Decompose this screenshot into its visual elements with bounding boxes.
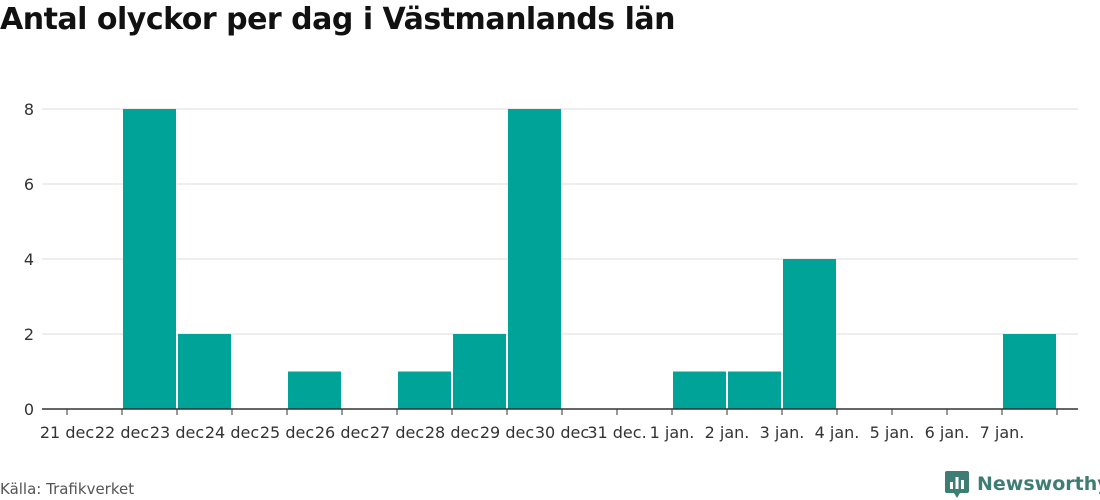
- y-tick-label: 0: [24, 400, 34, 419]
- newsworthy-bar-chart-icon: [945, 471, 969, 498]
- bar: [288, 371, 341, 409]
- y-tick-label: 8: [24, 100, 34, 119]
- x-tick-label: 24 dec: [205, 423, 259, 442]
- x-tick-label: 21 dec: [40, 423, 94, 442]
- y-tick-label: 4: [24, 250, 34, 269]
- x-tick-label: 23 dec: [150, 423, 204, 442]
- x-tick-label: 7 jan.: [980, 423, 1025, 442]
- chart-title: Antal olyckor per dag i Västmanlands län: [0, 2, 675, 37]
- x-tick-label: 26 dec: [315, 423, 369, 442]
- bar: [508, 109, 561, 409]
- brand-logo: Newsworthy: [944, 469, 1100, 499]
- x-tick-label: 6 jan.: [925, 423, 970, 442]
- x-tick-label: 1 jan.: [650, 423, 695, 442]
- x-tick-label: 25 dec: [260, 423, 314, 442]
- x-tick-label: 29 dec: [480, 423, 534, 442]
- x-tick-label: 3 jan.: [760, 423, 805, 442]
- bar: [453, 334, 506, 409]
- bar: [178, 334, 231, 409]
- bars: [123, 109, 1056, 409]
- x-tick-label: 5 jan.: [870, 423, 915, 442]
- axis-labels: 0 2 4 6 8 21 dec 22 dec 23 dec 24 dec 25 dec 26 de…: [24, 100, 1025, 442]
- bar: [783, 259, 836, 409]
- x-tick-label: 30 dec: [535, 423, 589, 442]
- bar: [123, 109, 176, 409]
- source-note: Källa: Trafikverket: [0, 480, 135, 498]
- x-axis: [42, 408, 1078, 415]
- bar: [398, 371, 451, 409]
- x-tick-label: 27 dec: [370, 423, 424, 442]
- bar: [1003, 334, 1056, 409]
- brand-name: Newsworthy: [977, 473, 1100, 495]
- y-tick-label: 6: [24, 175, 34, 194]
- bar-chart: 0 2 4 6 8 21 dec 22 dec 23 dec 24 dec 25 dec 26 de…: [24, 100, 1078, 442]
- x-tick-label: 31 dec.: [587, 423, 646, 442]
- x-tick-label: 28 dec: [425, 423, 479, 442]
- bar: [673, 371, 726, 409]
- bar: [728, 371, 781, 409]
- x-tick-label: 2 jan.: [705, 423, 750, 442]
- y-tick-label: 2: [24, 325, 34, 344]
- x-tick-label: 4 jan.: [815, 423, 860, 442]
- x-tick-label: 22 dec: [95, 423, 149, 442]
